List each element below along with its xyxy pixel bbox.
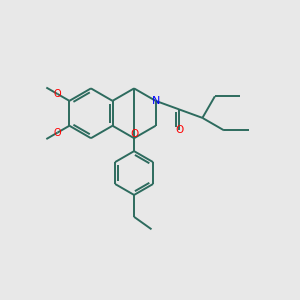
Text: O: O: [54, 89, 61, 99]
Text: O: O: [130, 130, 138, 140]
Text: O: O: [175, 125, 183, 135]
Text: O: O: [54, 128, 61, 138]
Text: N: N: [152, 96, 160, 106]
